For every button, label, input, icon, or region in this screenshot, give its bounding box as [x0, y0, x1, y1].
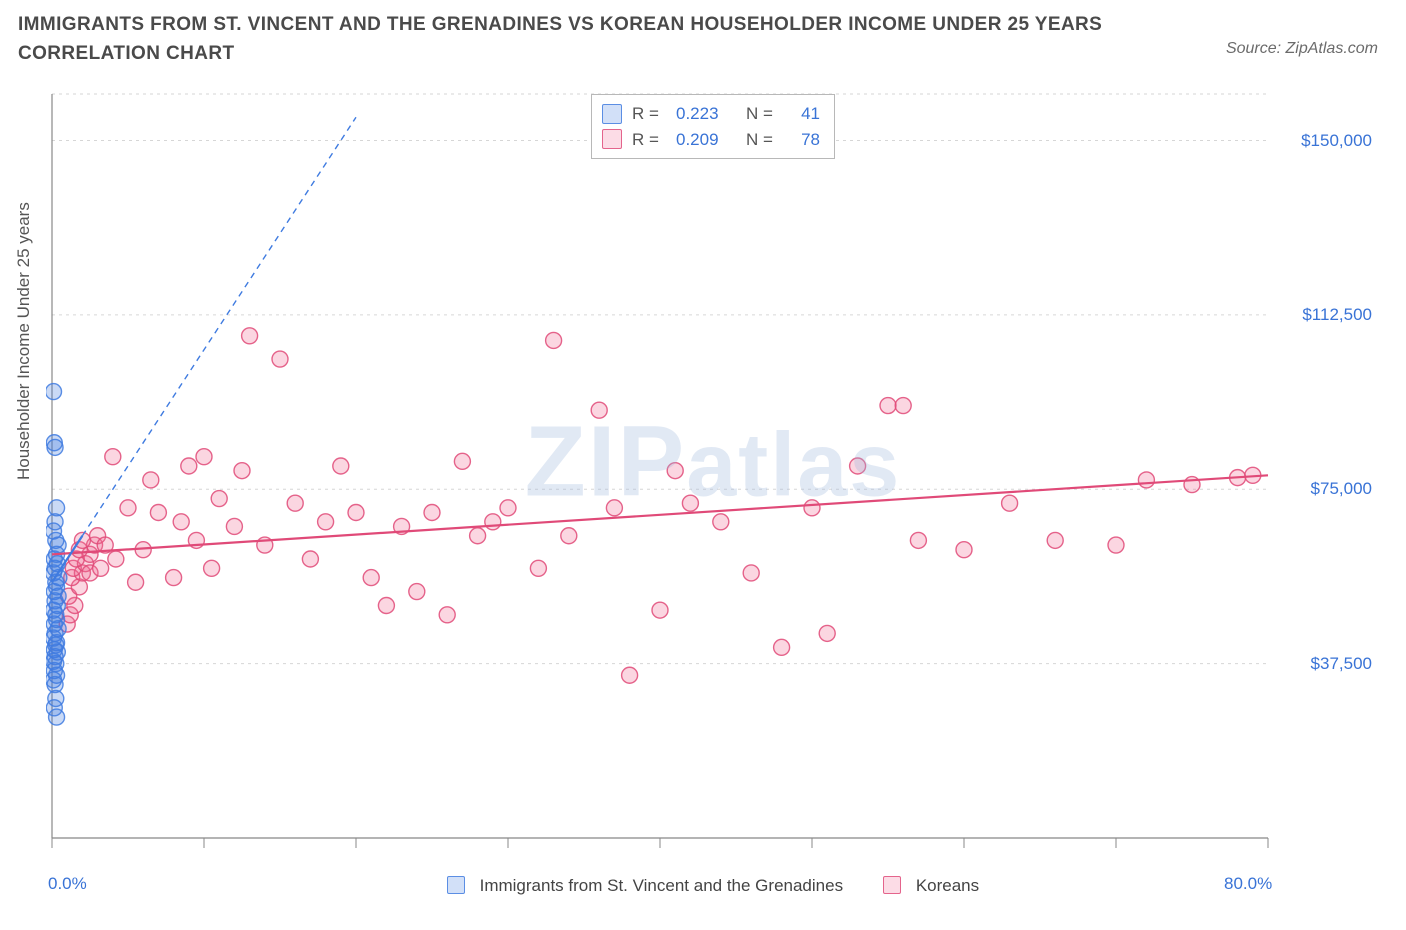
r-label: R = — [632, 101, 666, 127]
n-value-b: 78 — [790, 127, 820, 153]
scatter-plot-svg — [46, 88, 1380, 868]
r-value-a: 0.223 — [676, 101, 736, 127]
source-attribution: Source: ZipAtlas.com — [1226, 40, 1378, 58]
y-tick-label: $37,500 — [1311, 654, 1372, 674]
legend-swatch-a — [447, 876, 465, 894]
legend-swatch-b — [883, 876, 901, 894]
r-value-b: 0.209 — [676, 127, 736, 153]
chart-container: IMMIGRANTS FROM ST. VINCENT AND THE GREN… — [0, 0, 1406, 930]
legend-item-a: Immigrants from St. Vincent and the Gren… — [447, 876, 843, 896]
stats-row-series-a: R = 0.223 N = 41 — [602, 101, 820, 127]
stats-legend-box: R = 0.223 N = 41 R = 0.209 N = 78 — [591, 94, 835, 159]
plot-area: ZIPatlas R = 0.223 N = 41 R = 0.209 N = … — [46, 88, 1380, 868]
y-axis-label: Householder Income Under 25 years — [14, 202, 34, 480]
chart-title: IMMIGRANTS FROM ST. VINCENT AND THE GREN… — [18, 10, 1118, 69]
y-tick-label: $112,500 — [1302, 305, 1372, 325]
n-label: N = — [746, 101, 780, 127]
legend-label-b: Koreans — [916, 876, 979, 895]
n-value-a: 41 — [790, 101, 820, 127]
stats-row-series-b: R = 0.209 N = 78 — [602, 127, 820, 153]
legend-item-b: Koreans — [883, 876, 979, 896]
y-tick-label: $150,000 — [1301, 131, 1372, 151]
x-axis-legend: Immigrants from St. Vincent and the Gren… — [46, 876, 1380, 896]
r-label: R = — [632, 127, 666, 153]
n-label: N = — [746, 127, 780, 153]
swatch-series-a — [602, 104, 622, 124]
legend-label-a: Immigrants from St. Vincent and the Gren… — [480, 876, 843, 895]
swatch-series-b — [602, 129, 622, 149]
y-tick-label: $75,000 — [1311, 479, 1372, 499]
